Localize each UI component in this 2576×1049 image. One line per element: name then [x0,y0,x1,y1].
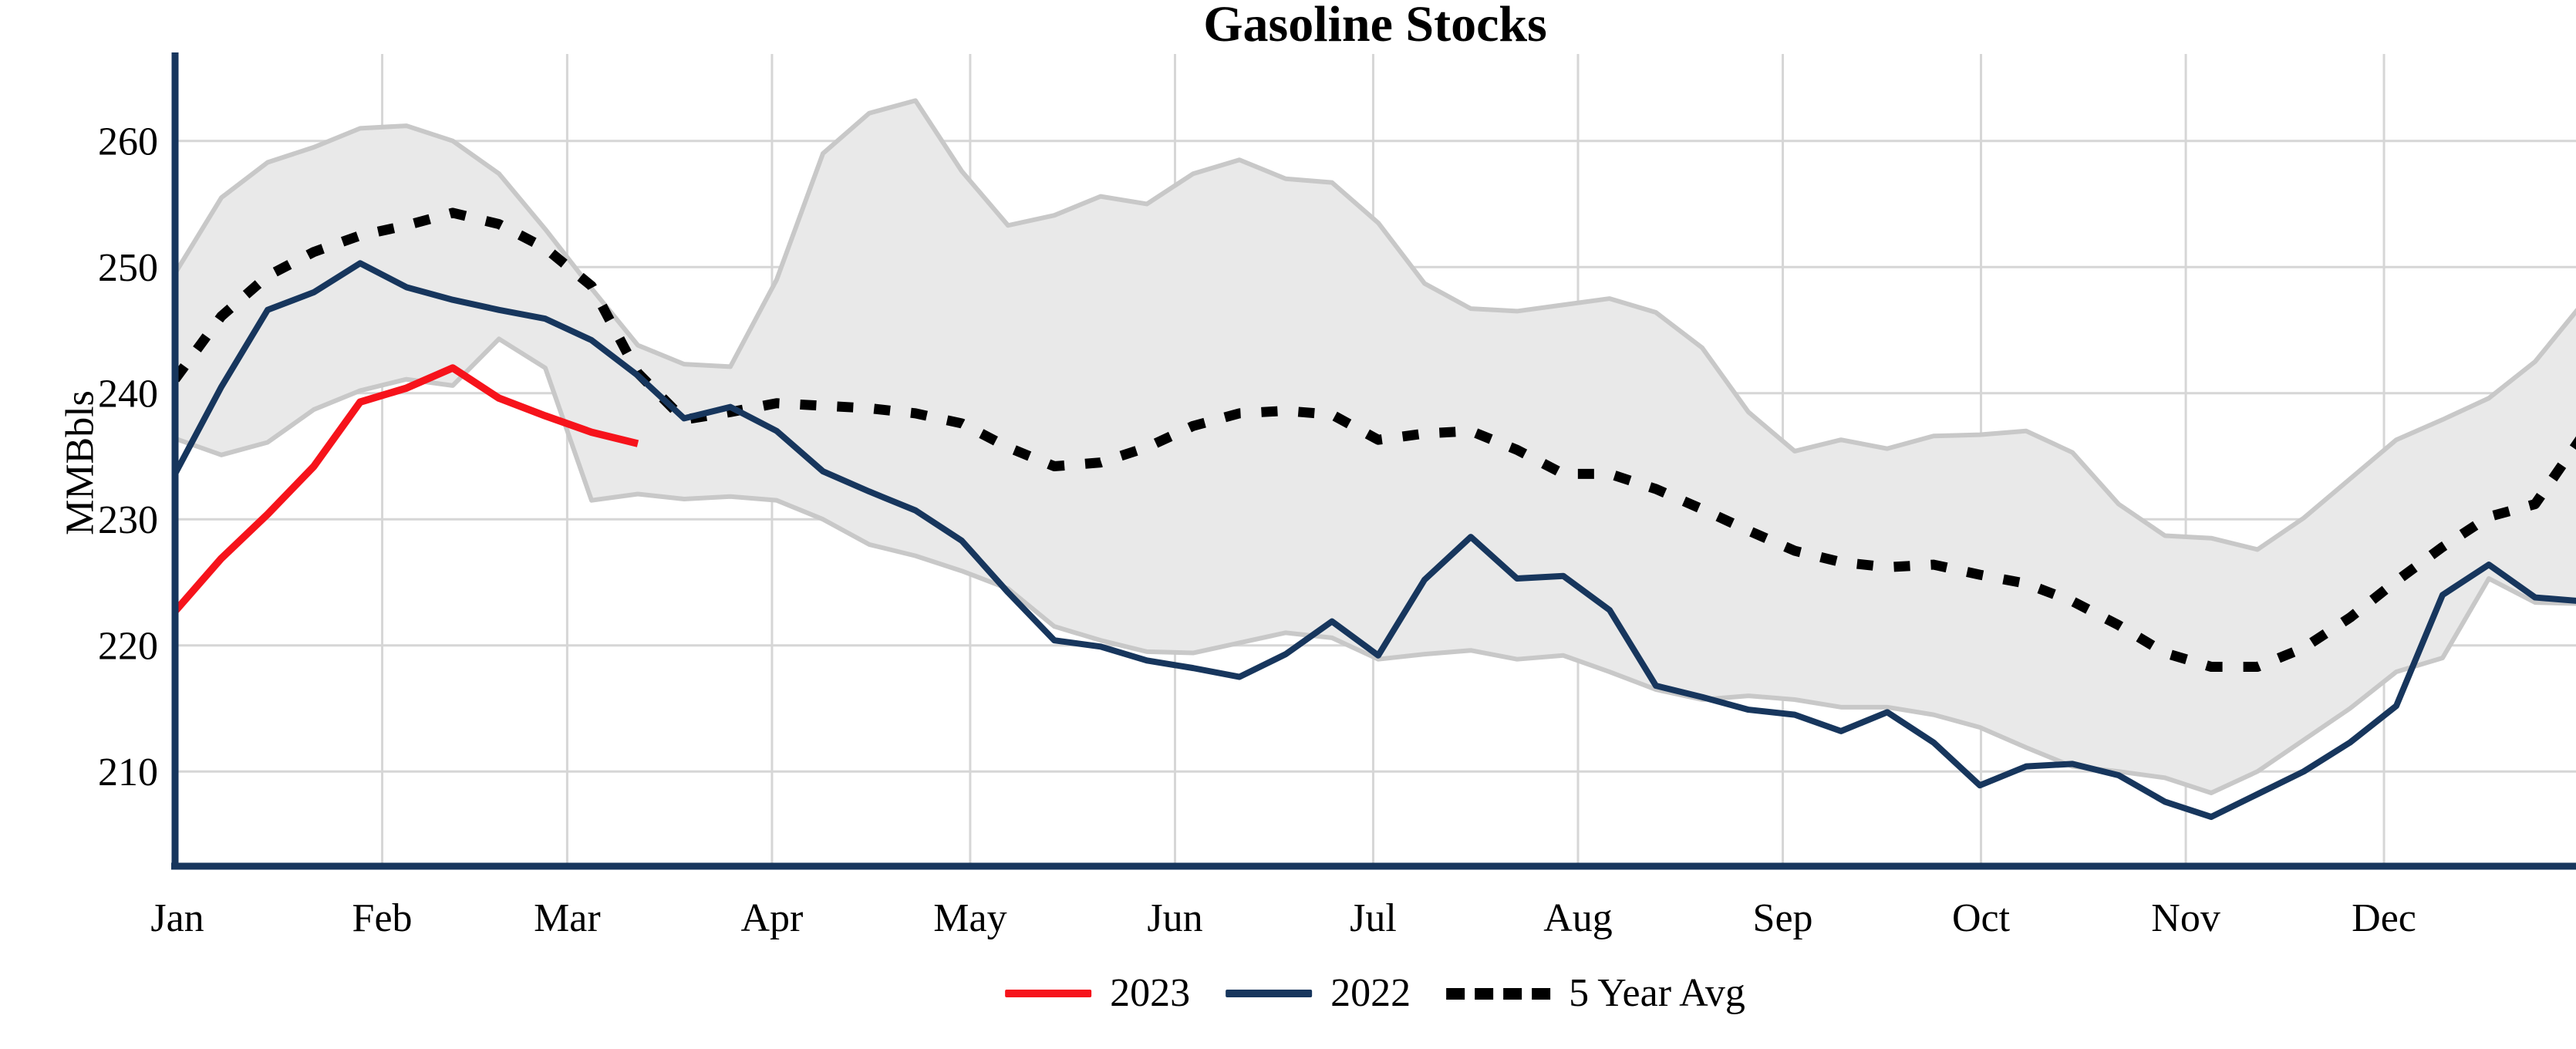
line-5-year-avg [175,207,2576,672]
svg-text:230: 230 [98,498,158,542]
legend-2022-line-swatch [1226,990,1313,997]
line-2023 [175,364,639,614]
svg-text:260: 260 [98,120,158,164]
legend-item-2022: 2022 [1226,973,1411,1014]
legend-5yr-avg-dotted-swatch [1446,987,1551,1000]
svg-text:240: 240 [98,373,158,417]
svg-text:Apr: Apr [741,896,804,940]
chart-title: Gasoline Stocks [1203,0,1547,52]
svg-text:Aug: Aug [1543,896,1613,940]
x-tick-labels: Jan Feb Mar Apr May Jun Jul Aug Sep Oct Nov Dec [150,896,2416,940]
svg-text:210: 210 [98,750,158,794]
legend: 2023 2022 5 Year Avg [1005,973,1745,1014]
svg-text:Feb: Feb [352,896,413,940]
svg-text:Mar: Mar [534,896,601,940]
legend-2022-label: 2022 [1330,971,1411,1015]
svg-text:Jul: Jul [1350,896,1397,940]
legend-2023-line-swatch [1005,990,1092,997]
legend-item-2023: 2023 [1005,973,1190,1014]
svg-text:Dec: Dec [2352,896,2416,940]
svg-text:250: 250 [98,246,158,290]
svg-text:Nov: Nov [2151,896,2220,940]
svg-text:May: May [933,896,1006,940]
line-2022 [175,260,2576,821]
legend-item-5yr-avg: 5 Year Avg [1446,973,1745,1014]
svg-text:Jan: Jan [150,896,204,940]
y-tick-labels: 210 220 230 240 250 260 [98,120,158,794]
svg-text:Jun: Jun [1147,896,1202,940]
five-year-range-band [175,98,2576,795]
legend-5yr-avg-label: 5 Year Avg [1569,971,1745,1015]
legend-2023-label: 2023 [1110,971,1191,1015]
y-axis-title: MMBbls [58,390,103,535]
svg-text:220: 220 [98,625,158,669]
svg-text:Oct: Oct [1952,896,2011,940]
svg-text:Sep: Sep [1753,896,1813,940]
